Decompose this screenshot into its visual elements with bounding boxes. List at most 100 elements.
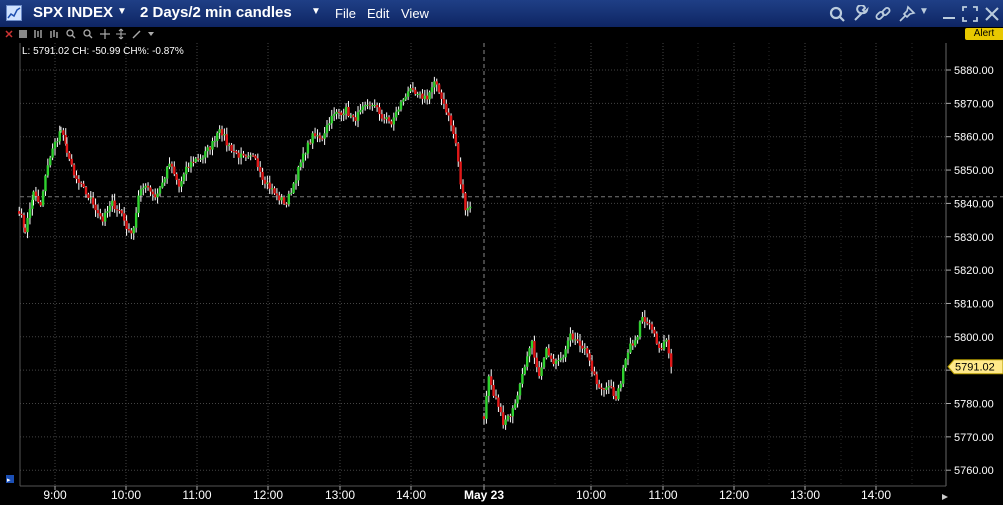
candle [528,346,531,363]
candle [624,358,627,372]
candle [20,208,23,218]
candle [665,338,668,347]
candle-body [127,228,131,231]
candle-body [622,367,625,384]
pin-dropdown-icon[interactable]: ▼ [919,6,929,17]
candle-body [643,316,646,322]
candle-body [344,106,348,114]
candle [387,115,391,124]
candle-body [602,388,606,390]
candle [318,132,322,143]
bars-tool-icon[interactable] [32,28,44,40]
bars-alt-tool-icon[interactable] [48,28,60,40]
alert-button[interactable]: Alert [965,28,1003,40]
candle-body [593,371,596,375]
candle-body [340,112,343,116]
x-tick-label: 10:00 [111,488,141,502]
candle-body [459,161,462,185]
last-price-label: 5791.02 [955,362,995,374]
zoom-out-icon[interactable] [82,28,94,40]
candle [247,152,250,160]
candle [311,131,314,149]
timeframe-selector[interactable]: 2 Days/2 min candles [140,4,292,21]
left-marker-glyph: ▸ [7,477,11,484]
candle [511,405,514,424]
candle-body [139,189,143,196]
candle [46,158,50,178]
crosshair-icon[interactable] [99,28,111,40]
close-icon[interactable] [983,5,1001,23]
search-gear-icon[interactable] [828,5,846,23]
candle-body [342,113,345,116]
y-tick-label: 5800.00 [954,332,994,344]
candle [101,212,104,226]
candle-body [595,374,598,385]
candle-body [82,183,85,188]
candle [593,366,596,376]
pin-icon[interactable] [898,5,916,23]
candle-body [242,153,245,156]
candle [492,379,495,398]
candle-body [660,347,663,350]
candle [84,186,88,198]
candle [132,226,135,240]
maximize-icon[interactable] [961,5,979,23]
symbol-dropdown-icon[interactable]: ▼ [117,6,127,17]
candle-body [62,130,65,135]
candle [285,202,288,208]
zoom-in-icon[interactable] [65,28,77,40]
candle-body [22,214,26,228]
close-tool-icon[interactable] [3,28,15,40]
candle [347,100,350,118]
candle-body [631,343,634,346]
timeframe-dropdown-icon[interactable]: ▼ [311,6,321,17]
pan-icon[interactable] [115,28,127,40]
candle [466,201,469,217]
candle [521,368,524,388]
candle-body [232,150,236,152]
symbol-selector[interactable]: SPX INDEX [33,4,114,21]
minimize-icon[interactable] [940,5,958,23]
candle-body [175,174,178,180]
y-tick-label: 5830.00 [954,232,994,244]
candle [106,205,109,218]
candle [251,153,255,157]
candle [144,183,147,193]
candle [612,381,615,400]
grid-lines [19,43,947,487]
candle-body [583,348,586,350]
menu-view[interactable]: View [401,6,429,21]
candle-body [56,141,59,143]
candle [363,101,367,111]
candle [583,343,586,355]
menu-edit[interactable]: Edit [367,6,390,21]
x-tick-label: May 23 [464,488,504,502]
candle-body [239,153,243,158]
menu-file[interactable]: File [335,6,356,21]
candle-body [309,142,312,144]
draw-tool-icon[interactable] [131,28,143,40]
link-icon[interactable] [874,5,892,23]
wrench-icon[interactable] [852,5,870,23]
candle-body [77,179,81,183]
candle-body [158,187,162,194]
candle-body [270,188,274,190]
candle [82,180,85,189]
candle-body [177,179,181,187]
candle-body [266,182,269,184]
candle-body [655,333,658,344]
candle [44,174,47,196]
layout-tool-icon[interactable] [17,28,29,40]
candle-body [502,412,505,425]
last-price-marker: 5791.02 [947,359,1003,375]
candle-body [352,115,355,118]
candle-body [636,336,639,341]
candle [206,144,209,158]
candle [37,189,40,204]
candle-body [394,111,398,118]
candle [502,405,505,429]
tools-dropdown-icon[interactable] [145,28,157,40]
candle [566,337,570,354]
candle-body [634,340,637,346]
candle-body [261,171,264,180]
